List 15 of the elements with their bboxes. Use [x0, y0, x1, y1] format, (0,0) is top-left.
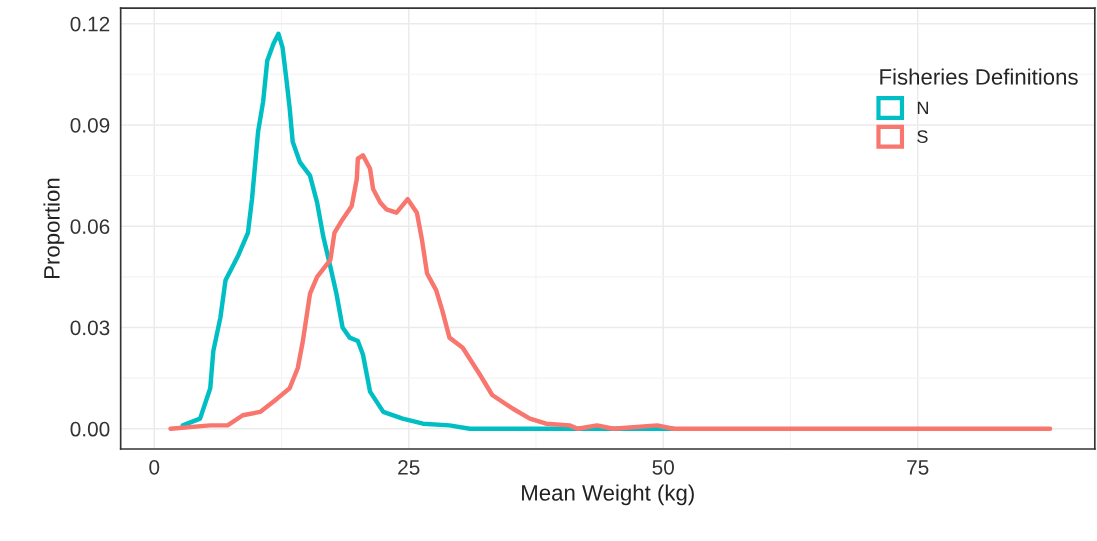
- y-tick-label: 0.12: [70, 16, 110, 32]
- legend-label: N: [917, 101, 928, 115]
- x-tick-label: 0: [149, 460, 160, 475]
- y-tick-label: 0.03: [70, 320, 110, 336]
- y-axis-title: Proportion: [43, 178, 65, 279]
- x-tick-label: 25: [398, 460, 420, 475]
- line-series: [168, 153, 1053, 431]
- y-tick-label: 0.06: [70, 219, 110, 234]
- y-tick-label: 0.00: [70, 421, 110, 437]
- x-axis-title: Mean Weight (kg): [522, 484, 694, 506]
- legend-label: S: [917, 130, 928, 143]
- legend-title: Fisheries Definitions: [880, 68, 1078, 85]
- x-tick-label: 50: [652, 460, 674, 475]
- x-tick-label: 75: [907, 460, 929, 475]
- y-tick-label: 0.09: [70, 117, 110, 133]
